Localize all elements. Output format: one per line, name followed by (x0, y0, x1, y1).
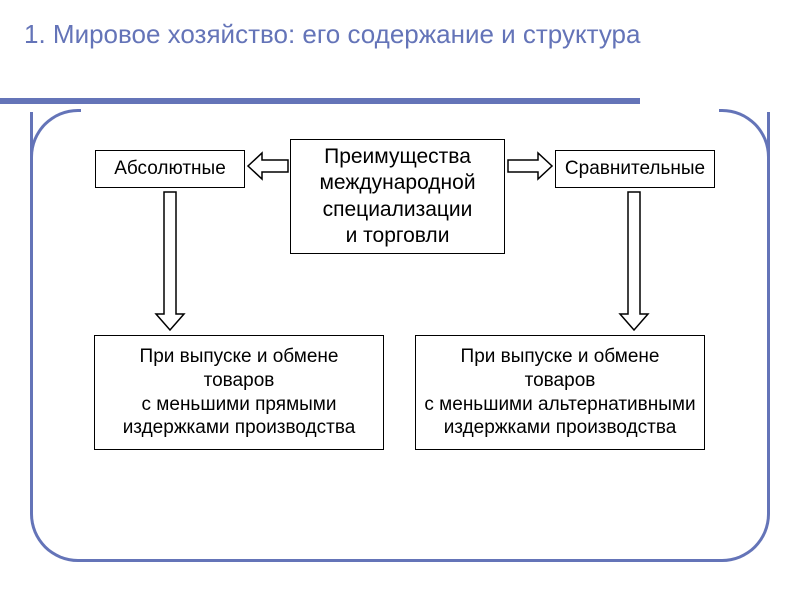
arrow-3 (620, 192, 648, 330)
arrow-0 (248, 153, 288, 179)
arrows-layer (0, 0, 800, 600)
arrow-2 (156, 192, 184, 330)
arrow-1 (508, 153, 552, 179)
